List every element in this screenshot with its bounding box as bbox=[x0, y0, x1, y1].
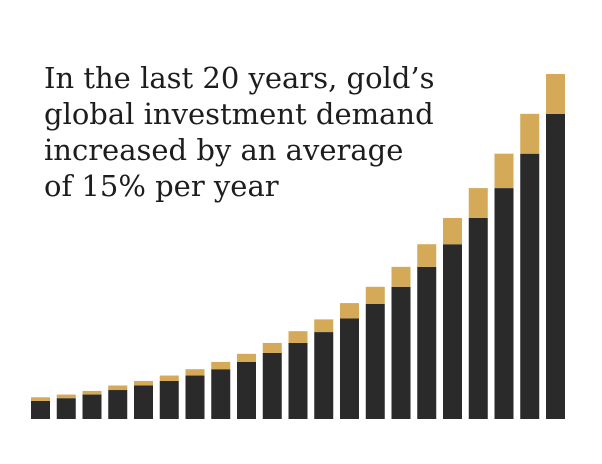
chart-headline: In the last 20 years, gold’s global inve… bbox=[44, 60, 464, 204]
bar-segment-base-12 bbox=[314, 332, 334, 419]
bar-segment-base-20 bbox=[520, 153, 540, 419]
bar-segment-base-11 bbox=[288, 342, 308, 419]
bar-segment-top-5 bbox=[134, 380, 153, 386]
bar-segment-base-17 bbox=[443, 244, 462, 419]
bar-segment-top-3 bbox=[82, 390, 102, 395]
bar-segment-top-17 bbox=[443, 217, 462, 245]
bar-segment-base-16 bbox=[417, 266, 437, 419]
bar-segment-base-10 bbox=[262, 352, 282, 419]
bar-segment-top-2 bbox=[56, 394, 76, 399]
bar-segment-top-7 bbox=[185, 369, 205, 376]
bar-segment-base-7 bbox=[185, 375, 205, 419]
bar-segment-base-13 bbox=[340, 318, 359, 419]
bar-segment-top-11 bbox=[288, 331, 308, 343]
bar-segment-top-1 bbox=[31, 397, 50, 401]
bar-segment-top-8 bbox=[211, 361, 231, 370]
bar-segment-top-6 bbox=[159, 375, 179, 381]
bar-segment-top-10 bbox=[262, 342, 282, 353]
bar-segment-base-2 bbox=[56, 398, 76, 419]
bar-segment-base-9 bbox=[237, 361, 256, 419]
headline-line-1: In the last 20 years, gold’s bbox=[44, 61, 435, 95]
bar-segment-base-15 bbox=[391, 286, 411, 419]
bar-segment-base-19 bbox=[494, 188, 514, 419]
headline-line-2: global investment demand bbox=[44, 97, 434, 131]
headline-line-3: increased by an average bbox=[44, 133, 404, 167]
bar-segment-top-19 bbox=[494, 153, 514, 189]
bar-segment-base-14 bbox=[365, 304, 385, 419]
bar-segment-top-13 bbox=[340, 303, 359, 319]
bar-segment-top-9 bbox=[237, 353, 256, 362]
bar-segment-base-8 bbox=[211, 369, 231, 419]
bar-segment-base-6 bbox=[159, 380, 179, 419]
bar-segment-top-15 bbox=[391, 266, 411, 287]
bar-segment-base-3 bbox=[82, 394, 102, 419]
bar-segment-top-20 bbox=[520, 113, 540, 154]
bar-segment-base-5 bbox=[134, 385, 153, 419]
headline-line-4: of 15% per year bbox=[44, 169, 279, 203]
bar-segment-base-21 bbox=[546, 113, 565, 419]
bar-segment-base-18 bbox=[468, 217, 488, 419]
bar-segment-top-4 bbox=[108, 385, 128, 391]
bar-segment-base-1 bbox=[31, 400, 50, 419]
bar-segment-top-14 bbox=[365, 286, 385, 304]
bar-segment-base-4 bbox=[108, 390, 128, 419]
bar-segment-top-21 bbox=[546, 74, 565, 114]
bar-segment-top-12 bbox=[314, 319, 334, 333]
bar-segment-top-16 bbox=[417, 244, 437, 267]
bar-segment-top-18 bbox=[468, 188, 488, 218]
